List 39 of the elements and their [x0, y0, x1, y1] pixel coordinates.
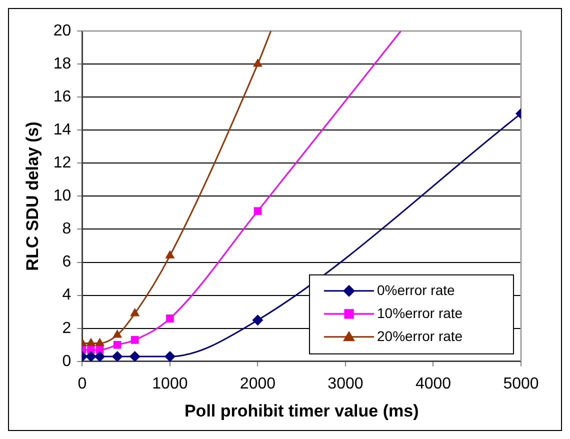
x-tick-label: 0: [78, 375, 87, 392]
point: [112, 350, 123, 362]
y-tick-label: 10: [53, 188, 72, 205]
point: [130, 336, 139, 344]
point: [164, 350, 176, 362]
point: [85, 350, 96, 362]
point: [252, 58, 262, 67]
y-tick-label: 0: [62, 352, 72, 370]
y-tick-label: 20: [53, 22, 72, 40]
x-axis-title: Poll prohibit timer value (ms): [184, 401, 419, 420]
point: [166, 314, 174, 322]
legend-label: 10%error rate: [377, 304, 463, 321]
y-tick-label: 16: [53, 88, 72, 106]
y-axis-title: RLC SDU delay (s): [22, 122, 42, 271]
point: [129, 350, 140, 362]
point: [165, 250, 175, 258]
y-tick-label: 8: [62, 220, 72, 238]
line-series: [82, 31, 272, 346]
y-tick-label: 18: [53, 55, 72, 72]
point: [94, 338, 105, 346]
y-tick-label: 6: [62, 254, 72, 271]
x-tick-label: 3000: [328, 375, 364, 392]
x-tick-label: 4000: [415, 375, 452, 392]
point: [113, 340, 122, 349]
legend-label: 0%error rate: [377, 282, 456, 298]
y-tick-label: 12: [53, 154, 72, 172]
point: [254, 207, 262, 215]
x-tick-label: 5000: [503, 375, 539, 392]
y-tick-label: 2: [62, 320, 72, 337]
point: [252, 314, 264, 326]
point: [112, 329, 122, 338]
x-tick-label: 2000: [240, 375, 276, 392]
x-tick-label: 1000: [152, 375, 188, 392]
point: [94, 350, 106, 362]
y-tick-label: 4: [62, 286, 72, 304]
y-tick-label: 14: [53, 122, 72, 139]
point: [130, 308, 140, 316]
legend-label: 20%error rate: [377, 328, 463, 344]
point: [86, 338, 96, 346]
